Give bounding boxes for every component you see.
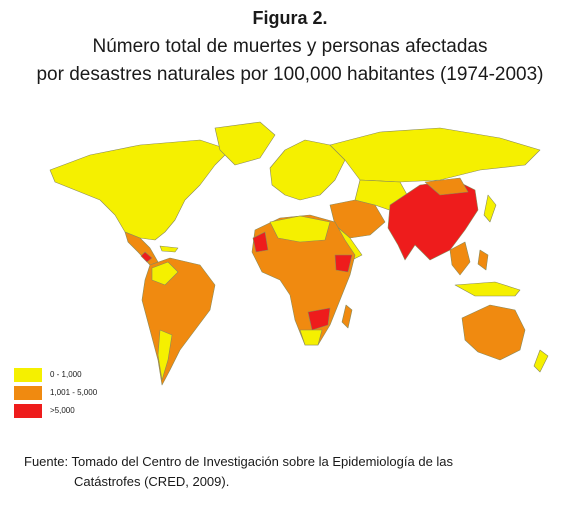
region-russia [329,127,541,183]
legend-item-mid: 1,001 - 5,000 [14,384,97,402]
figure-label: Figura 2. [252,8,328,28]
region-central-america-red [140,251,153,263]
region-japan [483,194,497,223]
region-indonesia [454,281,521,297]
region-mongolia [424,177,469,196]
region-philippines [477,249,489,271]
legend-label-mid: 1,001 - 5,000 [50,388,98,397]
legend-swatch-high [14,404,42,418]
source-note: Fuente: Tomado del Centro de Investigaci… [24,452,564,492]
legend-item-high: >5,000 [14,402,97,420]
region-north-america [49,139,231,241]
region-europe [269,139,346,201]
title-line-2: por desastres naturales por 100,000 habi… [36,64,544,85]
region-southern-africa-red [307,307,331,331]
legend-label-low: 0 - 1,000 [50,370,82,379]
legend-swatch-low [14,368,42,382]
region-east-africa-red [334,254,353,273]
region-west-africa-red [252,231,269,253]
title-line-1: Número total de muertes y personas afect… [92,36,488,57]
legend-label-high: >5,000 [50,406,75,415]
region-indochina [449,241,471,276]
world-choropleth-map [49,121,549,386]
source-line-2: Catástrofes (CRED, 2009). [74,474,230,489]
region-madagascar [341,304,353,329]
region-australia [461,304,526,361]
region-north-africa [269,215,331,243]
legend-swatch-mid [14,386,42,400]
region-south-africa [299,329,323,346]
legend-item-low: 0 - 1,000 [14,366,97,384]
map-legend: 0 - 1,000 1,001 - 5,000 >5,000 [14,366,97,420]
region-south-america-north [151,261,179,286]
region-greenland [214,121,276,166]
region-new-zealand [533,349,549,373]
region-south-america-south [157,329,173,381]
figure-title: Número total de muertes y personas afect… [0,33,580,89]
source-line-1: Fuente: Tomado del Centro de Investigaci… [24,454,454,469]
region-caribbean [159,245,179,253]
